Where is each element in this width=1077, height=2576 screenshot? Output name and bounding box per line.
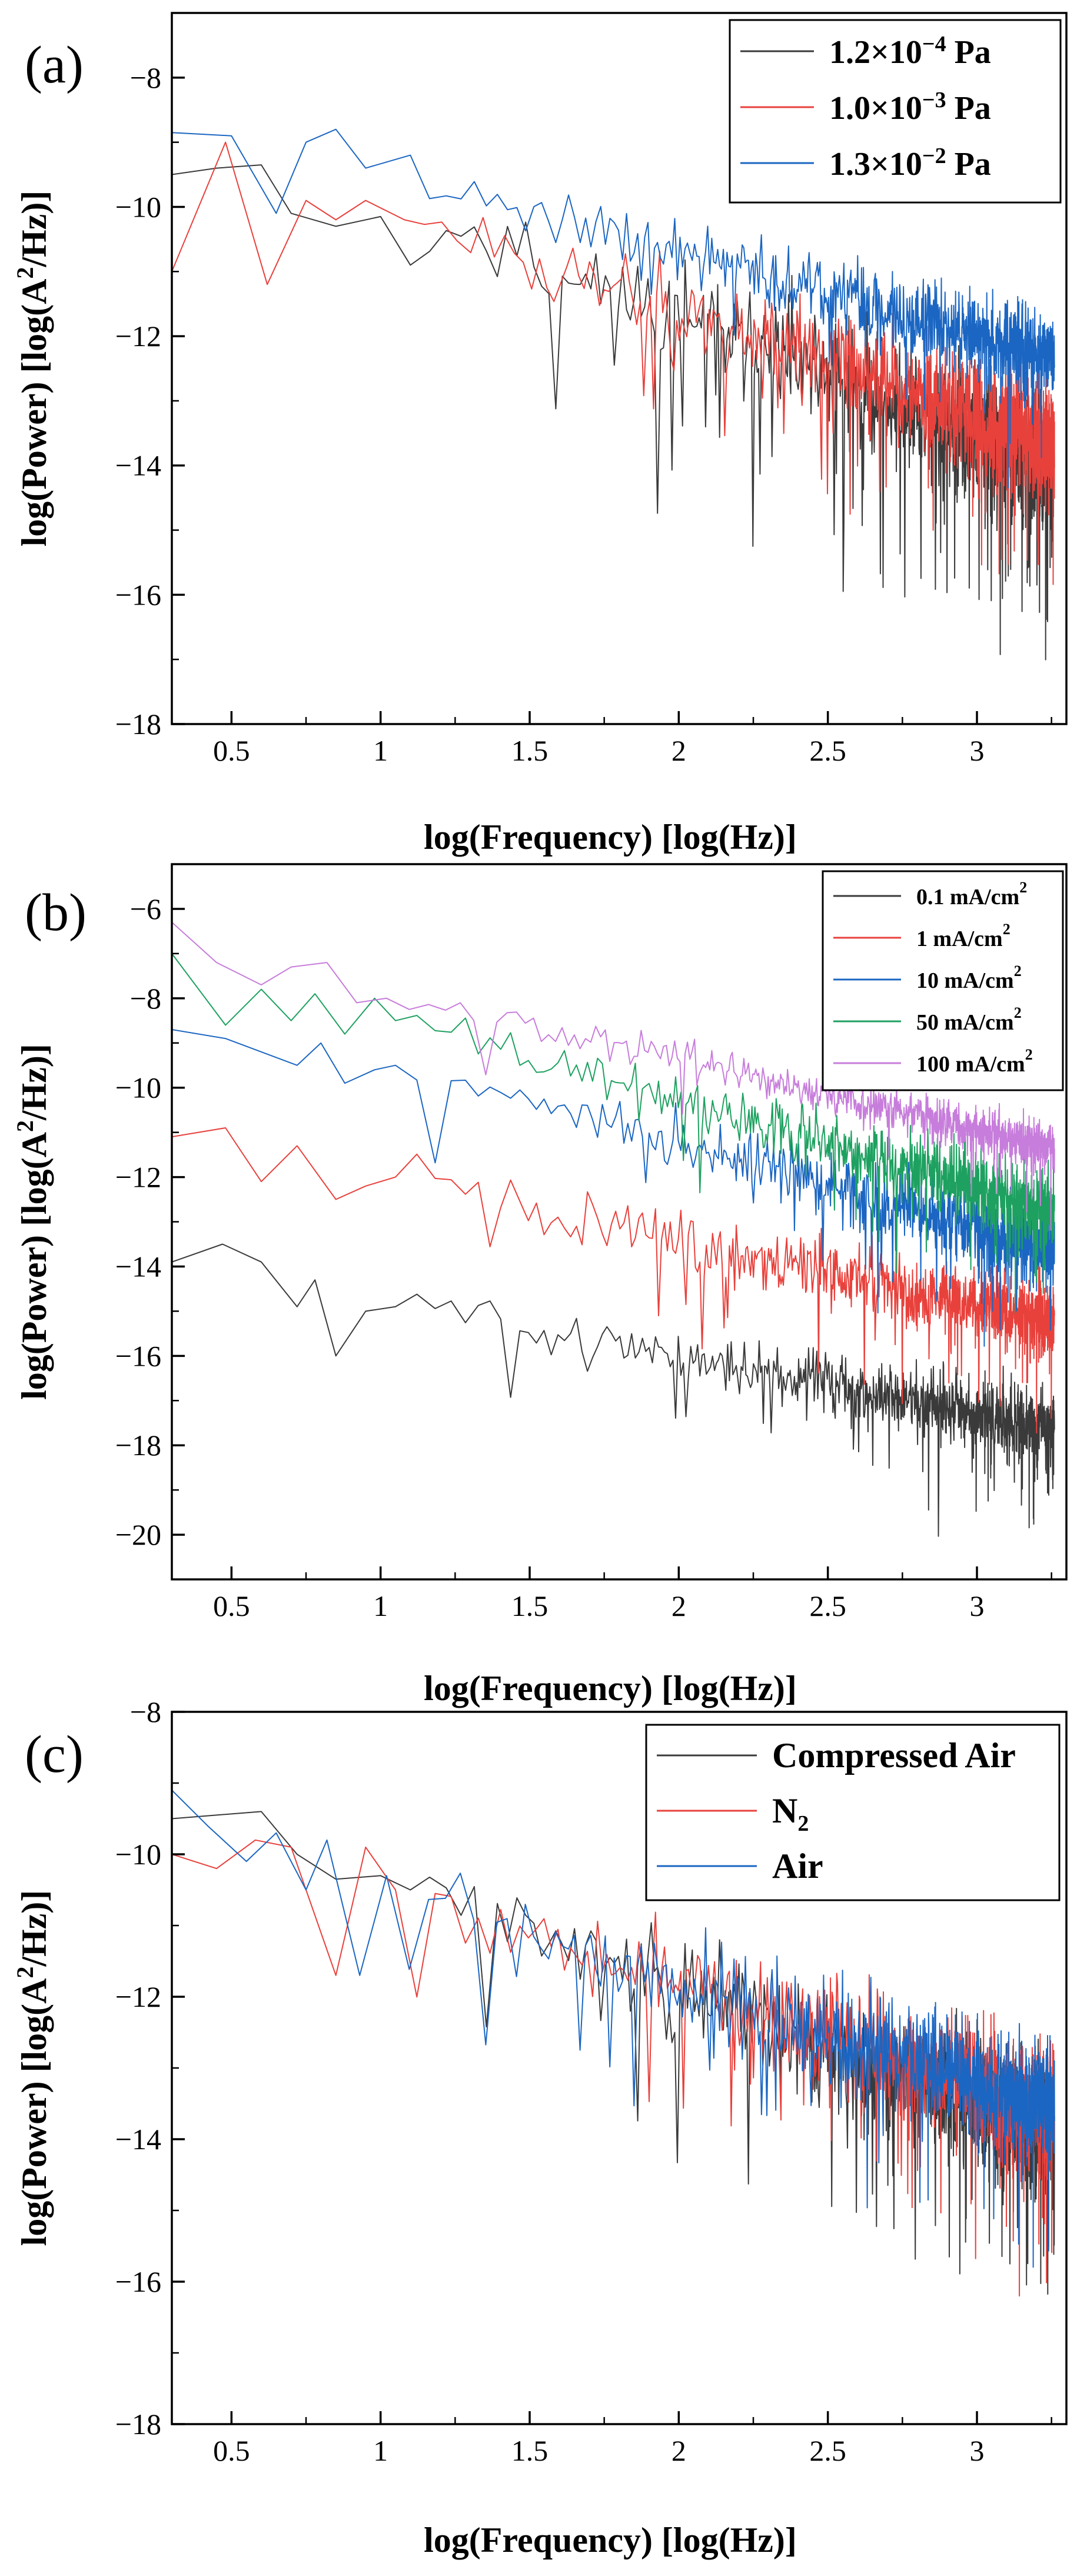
series-line-2 [172, 141, 1055, 585]
series-line-3 [172, 1790, 1055, 2268]
legend-label: Compressed Air [772, 1736, 1016, 1775]
y-tick-label: −12 [115, 1161, 161, 1194]
panel-label: (a) [25, 36, 84, 94]
x-tick-label: 2.5 [809, 734, 846, 767]
x-axis-title: log(Frequency) [log(Hz)] [424, 2521, 797, 2560]
x-tick-label: 0.5 [213, 1589, 250, 1622]
y-tick-label: −10 [115, 190, 161, 223]
y-tick-label: −8 [130, 982, 161, 1015]
legend: 0.1 mA/cm2 1 mA/cm2 10 mA/cm2 50 mA/cm2 100 … [822, 870, 1064, 1091]
y-tick-label: −16 [115, 1339, 161, 1372]
y-tick-label: −10 [115, 1071, 161, 1104]
x-tick-label: 0.5 [213, 2434, 250, 2467]
x-tick-label: 2 [672, 734, 686, 767]
y-tick-label: −14 [115, 2123, 161, 2156]
chart-panel-c: 0.5 1 1.5 2 2.5 3 −18 −16 −14 −12 −10 −8 log(Frequen… [12, 1695, 1068, 2560]
y-tick-label: −12 [115, 320, 161, 353]
x-tick-label: 1.5 [511, 1589, 549, 1622]
legend-label: 1.0×10−3 Pa [829, 88, 991, 127]
x-tick-label: 1.5 [511, 734, 549, 767]
y-tick-label: −16 [115, 578, 161, 611]
x-axis-title: log(Frequency) [log(Hz)] [424, 818, 797, 857]
series-group [172, 1790, 1055, 2297]
legend-box [645, 1724, 1061, 1901]
panel-label: (c) [25, 1725, 84, 1784]
panel-label: (b) [25, 884, 87, 942]
chart-panel-b: 0.5 1 1.5 2 2.5 3 −20 −18 −16 −14 −12 −10 −8 −6 log(Fr… [12, 863, 1068, 1708]
legend-label: N2 [772, 1791, 809, 1836]
x-tick-label: 1 [373, 734, 388, 767]
series-group [172, 921, 1055, 1537]
y-axis-title: log(Power) [log(A2/Hz)] [12, 1044, 54, 1400]
series-line-5 [172, 921, 1055, 1231]
series-line-3 [172, 128, 1055, 489]
legend-label: 10 mA/cm2 [916, 962, 1022, 993]
series-line-1 [172, 1243, 1055, 1537]
x-tick-label: 0.5 [213, 734, 250, 767]
x-tick-label: 1 [373, 1589, 388, 1622]
x-tick-label: 2 [672, 2434, 686, 2467]
y-tick-label: −14 [115, 1250, 161, 1283]
plot-frame [171, 12, 1068, 725]
legend: 1.2×10−4 Pa 1.0×10−3 Pa 1.3×10−2 Pa [729, 19, 1062, 204]
x-tick-label: 3 [970, 734, 985, 767]
x-tick-label: 2.5 [809, 2434, 846, 2467]
legend-label: 1 mA/cm2 [916, 921, 1010, 951]
y-tick-label: −18 [115, 1429, 161, 1462]
legend-label: 50 mA/cm2 [916, 1004, 1022, 1035]
y-tick-label: −20 [115, 1518, 161, 1551]
series-line-4 [172, 953, 1055, 1314]
series-group [172, 128, 1055, 660]
x-tick-label: 3 [970, 2434, 985, 2467]
x-axis-title: log(Frequency) [log(Hz)] [424, 1669, 797, 1708]
y-tick-label: −12 [115, 1980, 161, 2013]
legend-label: 0.1 mA/cm2 [916, 879, 1027, 909]
x-tick-label: 1 [373, 2434, 388, 2467]
y-tick-label: −16 [115, 2265, 161, 2298]
y-tick-label: −8 [130, 61, 161, 94]
y-tick-label: −18 [115, 2408, 161, 2441]
y-axis-title: log(Power) [log(A2/Hz)] [12, 191, 54, 547]
y-tick-label: −6 [130, 892, 161, 925]
legend-label: 1.3×10−2 Pa [829, 144, 991, 182]
legend-label: 1.2×10−4 Pa [829, 32, 991, 71]
legend: Compressed Air N2 Air [645, 1724, 1061, 1901]
x-tick-label: 3 [970, 1589, 985, 1622]
x-tick-label: 2.5 [809, 1589, 846, 1622]
chart-panel-a: 0.5 1 1.5 2 2.5 3 −18 −16 −14 −12 −10 −8 log(Frequen… [12, 12, 1068, 857]
y-axis-title: log(Power) [log(A2/Hz)] [12, 1890, 54, 2246]
x-tick-label: 1.5 [511, 2434, 549, 2467]
x-tick-label: 2 [672, 1589, 686, 1622]
y-tick-label: −8 [130, 1695, 161, 1728]
y-tick-label: −18 [115, 708, 161, 741]
legend-box [822, 870, 1064, 1091]
series-line-2 [172, 1127, 1055, 1434]
legend-label: 100 mA/cm2 [916, 1046, 1033, 1077]
y-tick-label: −10 [115, 1838, 161, 1871]
y-tick-label: −14 [115, 449, 161, 482]
legend-label: Air [772, 1847, 823, 1885]
